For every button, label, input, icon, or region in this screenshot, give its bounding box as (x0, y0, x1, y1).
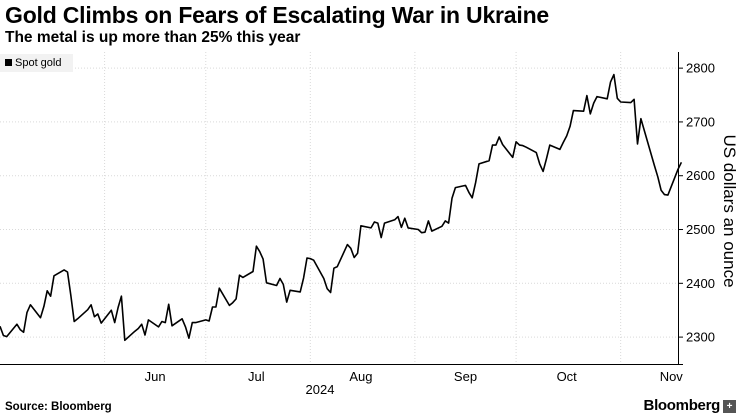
y-tick-label: 2500 (686, 222, 715, 237)
chart-title: Gold Climbs on Fears of Escalating War i… (5, 2, 550, 28)
y-tick-label: 2400 (686, 276, 715, 291)
x-tick-label: Aug (349, 369, 372, 384)
brand-mark-icon: + (723, 400, 736, 413)
brand-logo-text: Bloomberg (643, 397, 721, 414)
y-axis-label: US dollars an ounce (720, 134, 739, 287)
axis-layer: 2300 2400 2500 2600 2700 2800 Jun Jul Aug Sep Oct N… (0, 52, 715, 384)
legend-label: Spot gold (15, 57, 61, 69)
x-tick-label: Nov (660, 369, 684, 384)
source-note: Source: Bloomberg (5, 401, 112, 413)
x-tick-label: Jun (145, 369, 166, 384)
series-line-spot-gold (0, 73, 683, 342)
x-tick-label: Sep (454, 369, 477, 384)
grid-layer (0, 52, 678, 364)
y-tick-label: 2300 (686, 330, 715, 345)
y-tick-label: 2700 (686, 114, 715, 129)
x-tick-label: Jul (248, 369, 265, 384)
x-tick-label: Oct (557, 369, 578, 384)
chart-subtitle: The metal is up more than 25% this year (5, 29, 301, 46)
legend: Spot gold (0, 54, 73, 72)
legend-background (0, 54, 73, 72)
x-axis-year-label: 2024 (306, 382, 335, 397)
y-tick-label: 2800 (686, 61, 715, 76)
series-layer (0, 73, 683, 342)
legend-swatch (5, 59, 12, 66)
y-tick-label: 2600 (686, 168, 715, 183)
